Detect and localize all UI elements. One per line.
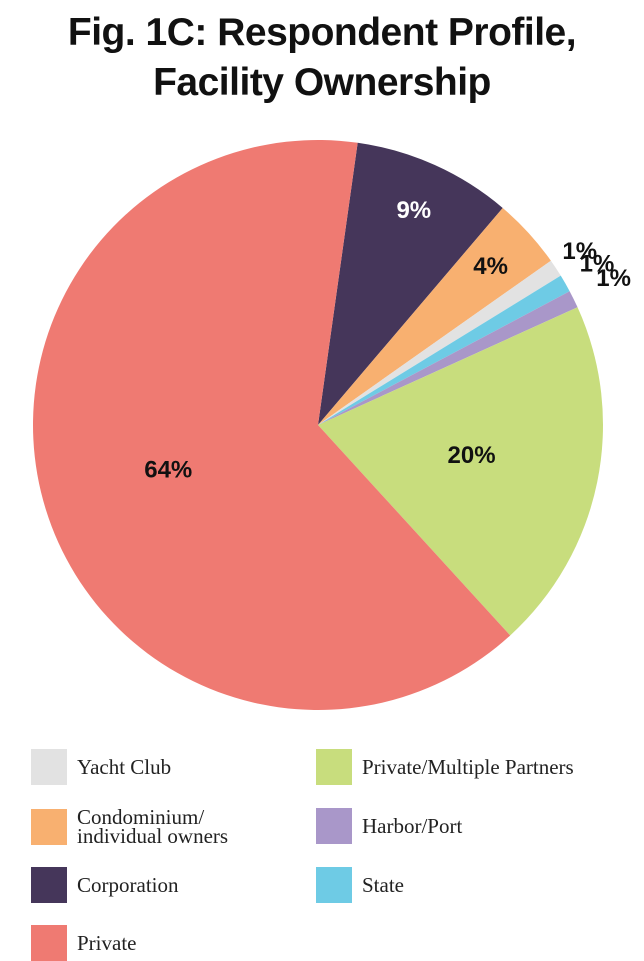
- legend-swatch: [316, 808, 352, 844]
- pie-slice: [318, 207, 551, 425]
- legend-item: Private: [31, 925, 136, 961]
- legend-item: Harbor/Port: [316, 808, 462, 844]
- legend-item: Private/Multiple Partners: [316, 749, 574, 785]
- legend-swatch: [31, 809, 67, 845]
- value-label: 64%: [144, 457, 192, 484]
- pie-slice: [318, 260, 561, 425]
- legend-label: Private: [77, 930, 137, 955]
- pie-slice: [318, 275, 570, 425]
- legend-item: Condominium/ individual owners: [31, 805, 267, 848]
- legend-label: State: [362, 872, 404, 897]
- pie-slice: [318, 307, 603, 636]
- value-label: 1%: [596, 265, 631, 292]
- value-label: 20%: [448, 442, 496, 469]
- legend-swatch: [316, 867, 352, 903]
- value-label: 4%: [473, 253, 508, 280]
- legend-item: State: [316, 867, 404, 903]
- pie-slice: [318, 142, 503, 425]
- legend-label: Yacht Club: [77, 754, 172, 779]
- legend-swatch: [31, 749, 67, 785]
- value-label: 1%: [562, 238, 597, 265]
- legend-item: Yacht Club: [31, 749, 171, 785]
- chart-title: Fig. 1C: Respondent Profile, Facility Ow…: [67, 11, 577, 104]
- legend-swatch: [31, 925, 67, 961]
- value-label: 9%: [396, 197, 431, 224]
- legend-label: Private/Multiple Partners: [362, 754, 574, 779]
- legend-swatch: [316, 749, 352, 785]
- pie-slice: [318, 291, 578, 425]
- legend-label: Condominium/ individual owners: [77, 805, 229, 848]
- pie: 9% 4% 1%1%1% 20% 64%: [32, 140, 631, 711]
- pie-slice: [32, 140, 511, 711]
- legend-label: Corporation: [77, 872, 179, 897]
- legend-swatch: [31, 867, 67, 903]
- legend-label: Harbor/Port: [362, 813, 463, 838]
- legend-item: Corporation: [31, 867, 178, 903]
- value-label: 1%: [580, 251, 615, 278]
